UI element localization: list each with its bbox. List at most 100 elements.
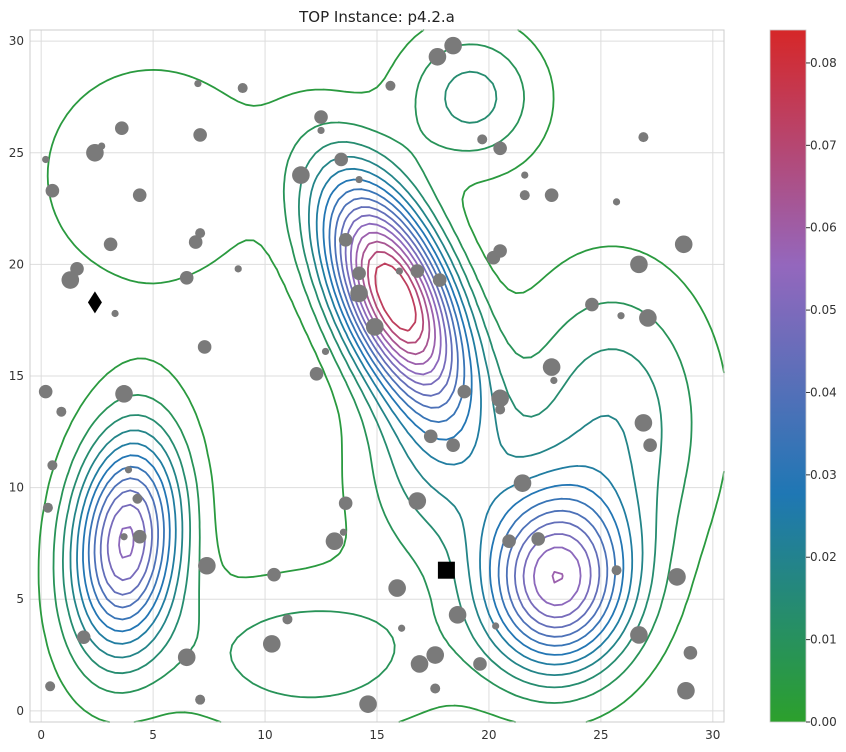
node-point (634, 414, 653, 432)
node-point (61, 271, 80, 289)
x-axis-ticks: 0 5 10 15 20 25 30 (37, 728, 720, 742)
node-point (446, 438, 460, 453)
plot-frame (29, 29, 725, 723)
node-point (493, 141, 507, 156)
node-point (334, 152, 348, 167)
colorbar-tick-label: 0.00 (810, 715, 837, 729)
route-markers (87, 291, 455, 579)
node-point (325, 532, 344, 550)
node-point (47, 460, 58, 471)
colorbar-tick-label: 0.07 (810, 138, 837, 152)
node-point (76, 630, 91, 644)
node-point (339, 528, 348, 536)
x-tick-label: 25 (593, 728, 608, 742)
node-point (179, 270, 194, 285)
contour-line (69, 155, 644, 676)
node-point (234, 265, 242, 273)
colorbar-tick-label: 0.04 (810, 385, 837, 399)
node-point (448, 606, 467, 624)
node-point (198, 556, 216, 575)
node-point (513, 474, 532, 492)
node-point (132, 493, 143, 504)
node-point (502, 534, 516, 548)
node-point (103, 237, 118, 252)
node-point (309, 366, 324, 381)
colorbar-tick-label: 0.06 (810, 221, 837, 235)
node-point (611, 565, 622, 576)
node-point (262, 635, 281, 653)
node-point (56, 406, 67, 417)
node-point (177, 648, 196, 667)
contour-line (360, 240, 431, 356)
x-tick-label: 0 (37, 728, 45, 742)
contour-line (52, 43, 693, 704)
node-point (237, 83, 248, 94)
node-point (195, 694, 206, 705)
node-point (352, 266, 366, 281)
node-point (197, 340, 212, 354)
node-point (617, 312, 625, 320)
node-point (430, 683, 441, 694)
node-point (124, 466, 133, 474)
node-point (338, 233, 353, 247)
contour-line (99, 206, 601, 629)
contour-line (367, 250, 425, 344)
node-point (267, 567, 281, 582)
x-tick-label: 10 (257, 728, 272, 742)
node-point (677, 681, 695, 700)
node-point (492, 622, 500, 630)
x-tick-label: 30 (705, 728, 720, 742)
node-point (38, 384, 53, 399)
node-point (194, 79, 202, 88)
node-point (395, 267, 403, 275)
colorbar-tick-label: 0.05 (810, 303, 837, 317)
node-point (98, 142, 106, 150)
node-point (519, 190, 530, 201)
y-tick-label: 25 (9, 146, 24, 160)
node-point (111, 309, 119, 318)
node-point (668, 568, 686, 586)
x-tick-label: 15 (369, 728, 384, 742)
node-point (132, 188, 147, 202)
node-point (630, 255, 648, 274)
node-point (45, 681, 56, 692)
colorbar-tick-label: 0.08 (810, 56, 837, 70)
node-point (410, 264, 425, 278)
node-point (423, 429, 438, 444)
node-point (630, 626, 648, 644)
node-point (495, 404, 506, 415)
node-point (544, 188, 559, 202)
contour-line (62, 70, 663, 689)
contour-line (93, 197, 609, 638)
chart-title: TOP Instance: p4.2.a (298, 8, 455, 26)
y-tick-label: 10 (9, 481, 24, 495)
node-point (365, 318, 384, 336)
colorbar-tick-label: 0.02 (810, 550, 837, 564)
node-point (491, 389, 509, 408)
node-point (585, 297, 599, 312)
node-point (115, 385, 133, 403)
node-point (114, 121, 129, 136)
node-point (521, 171, 529, 179)
node-point (674, 235, 693, 254)
node-point (408, 492, 427, 510)
node-point (359, 695, 377, 713)
node-point (45, 183, 60, 198)
node-point (638, 132, 649, 143)
node-point (351, 294, 359, 302)
start-diamond-marker (87, 291, 102, 314)
node-point (338, 496, 353, 511)
y-tick-label: 20 (9, 257, 24, 271)
contour-line (87, 188, 617, 647)
node-point (317, 126, 325, 135)
y-axis-ticks: 0 5 10 15 20 25 30 (9, 34, 24, 718)
node-point (355, 175, 363, 184)
x-tick-label: 5 (149, 728, 157, 742)
node-point (282, 614, 293, 625)
node-point (193, 128, 207, 142)
contour-line (374, 262, 417, 332)
node-point (444, 36, 462, 55)
node-point (410, 655, 429, 673)
colorbar-tick-label: 0.01 (810, 633, 837, 647)
node-point (550, 376, 558, 385)
